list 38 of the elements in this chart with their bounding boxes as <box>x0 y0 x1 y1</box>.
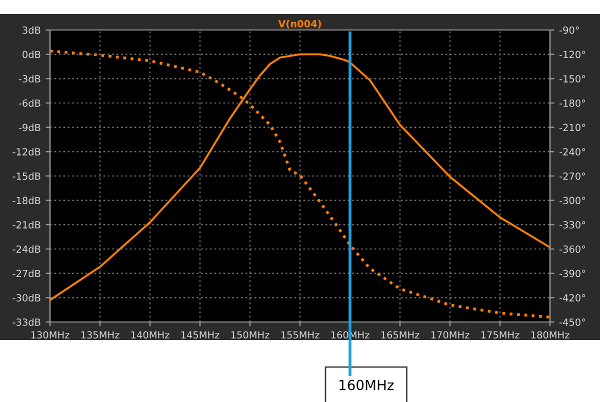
y-tick-label: 0dB <box>22 50 40 58</box>
y-tick-label: -21dB <box>12 220 40 228</box>
x-tick-label: 155MHz <box>281 331 320 339</box>
y2-tick-label: -180° <box>560 99 586 107</box>
x-tick-label: 130MHz <box>31 331 70 339</box>
x-tick-label: 145MHz <box>181 331 220 339</box>
x-tick-label: 180MHz <box>531 331 570 339</box>
y2-tick-label: -360° <box>560 245 586 253</box>
ref-line-label: 160MHz <box>340 380 394 390</box>
y-tick-label: -18dB <box>12 196 40 204</box>
x-tick-label: 135MHz <box>81 331 120 339</box>
y-tick-label: -30dB <box>12 294 40 302</box>
y2-tick-label: -330° <box>560 221 586 228</box>
x-tick-label: 150MHz <box>231 331 270 339</box>
y2-tick-label: -210° <box>560 124 586 132</box>
chart-title: V(n004) <box>278 20 321 29</box>
y2-tick-label: -300° <box>560 196 586 204</box>
x-tick-label: 140MHz <box>131 331 170 339</box>
y-tick-label: -6dB <box>18 99 40 107</box>
y-tick-label: -12dB <box>12 148 40 156</box>
x-tick-label: 165MHz <box>381 331 420 339</box>
y-tick-label: -9dB <box>18 124 40 132</box>
y2-tick-label: -270° <box>560 172 586 180</box>
y-tick-label: -27dB <box>12 270 40 278</box>
y2-tick-label: -450° <box>560 318 586 326</box>
y2-tick-label: -240° <box>560 148 586 156</box>
x-tick-label: 175MHz <box>481 331 520 339</box>
y-tick-label: -24dB <box>12 245 40 253</box>
y2-tick-label: -120° <box>560 50 586 58</box>
y-tick-label: 3dB <box>22 26 40 34</box>
y2-tick-label: -390° <box>560 270 586 278</box>
x-tick-label: 170MHz <box>431 331 470 339</box>
y2-tick-label: -420° <box>560 294 586 302</box>
y2-tick-label: -90° <box>560 26 579 34</box>
y-tick-label: -33dB <box>12 318 40 326</box>
y-tick-label: -15dB <box>12 172 40 180</box>
y-tick-label: -3dB <box>18 74 40 82</box>
y2-tick-label: -150° <box>560 75 586 82</box>
